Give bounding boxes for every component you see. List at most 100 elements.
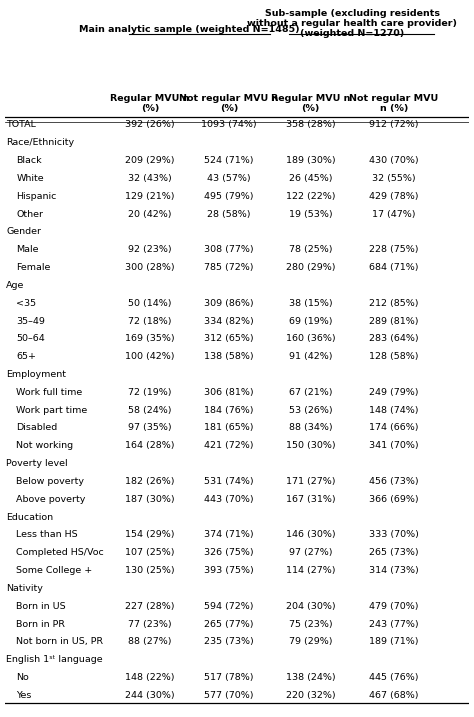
- Text: 300 (28%): 300 (28%): [125, 263, 175, 272]
- Text: 138 (58%): 138 (58%): [204, 352, 254, 361]
- Text: 150 (30%): 150 (30%): [285, 441, 335, 450]
- Text: 91 (42%): 91 (42%): [289, 352, 332, 361]
- Text: Completed HS/Voc: Completed HS/Voc: [16, 549, 104, 557]
- Text: 333 (70%): 333 (70%): [369, 531, 419, 539]
- Text: 171 (27%): 171 (27%): [286, 477, 335, 486]
- Text: 467 (68%): 467 (68%): [369, 690, 419, 700]
- Text: 75 (23%): 75 (23%): [289, 619, 332, 629]
- Text: 445 (76%): 445 (76%): [369, 673, 419, 682]
- Text: 306 (81%): 306 (81%): [204, 388, 254, 397]
- Text: 78 (25%): 78 (25%): [289, 245, 332, 255]
- Text: Black: Black: [16, 156, 42, 165]
- Text: 79 (29%): 79 (29%): [289, 637, 332, 646]
- Text: 50–64: 50–64: [16, 334, 45, 343]
- Text: Hispanic: Hispanic: [16, 191, 57, 201]
- Text: 17 (47%): 17 (47%): [372, 209, 416, 219]
- Text: 212 (85%): 212 (85%): [369, 299, 419, 308]
- Text: 524 (71%): 524 (71%): [204, 156, 254, 165]
- Text: Work full time: Work full time: [16, 388, 82, 397]
- Text: 265 (73%): 265 (73%): [369, 549, 419, 557]
- Text: 531 (74%): 531 (74%): [204, 477, 254, 486]
- Text: 430 (70%): 430 (70%): [369, 156, 419, 165]
- Text: 209 (29%): 209 (29%): [126, 156, 175, 165]
- Text: Disabled: Disabled: [16, 424, 58, 432]
- Text: 308 (77%): 308 (77%): [204, 245, 254, 255]
- Text: 358 (28%): 358 (28%): [285, 120, 335, 130]
- Text: 97 (27%): 97 (27%): [289, 549, 332, 557]
- Text: TOTAL: TOTAL: [6, 120, 36, 130]
- Text: Main analytic sample (weighted N=1485): Main analytic sample (weighted N=1485): [79, 24, 300, 34]
- Text: 128 (58%): 128 (58%): [369, 352, 419, 361]
- Text: 594 (72%): 594 (72%): [204, 602, 254, 611]
- Text: 26 (45%): 26 (45%): [289, 174, 332, 183]
- Text: 244 (30%): 244 (30%): [125, 690, 175, 700]
- Text: 32 (55%): 32 (55%): [372, 174, 416, 183]
- Text: Nativity: Nativity: [6, 584, 43, 593]
- Text: 38 (15%): 38 (15%): [289, 299, 332, 308]
- Text: 32 (43%): 32 (43%): [128, 174, 172, 183]
- Text: 88 (27%): 88 (27%): [128, 637, 172, 646]
- Text: 164 (28%): 164 (28%): [126, 441, 175, 450]
- Text: Education: Education: [6, 513, 53, 521]
- Text: 182 (26%): 182 (26%): [126, 477, 175, 486]
- Text: 235 (73%): 235 (73%): [204, 637, 254, 646]
- Text: Yes: Yes: [16, 690, 32, 700]
- Text: Not working: Not working: [16, 441, 73, 450]
- Text: 43 (57%): 43 (57%): [207, 174, 251, 183]
- Text: Gender: Gender: [6, 227, 41, 237]
- Text: 309 (86%): 309 (86%): [204, 299, 254, 308]
- Text: 289 (81%): 289 (81%): [369, 316, 419, 326]
- Text: 184 (76%): 184 (76%): [204, 406, 254, 414]
- Text: Some College +: Some College +: [16, 566, 92, 575]
- Text: <35: <35: [16, 299, 36, 308]
- Text: 443 (70%): 443 (70%): [204, 495, 254, 504]
- Text: 228 (75%): 228 (75%): [369, 245, 419, 255]
- Text: 312 (65%): 312 (65%): [204, 334, 254, 343]
- Text: Sub-sample (excluding residents
without a regular health care provider)
(weighte: Sub-sample (excluding residents without …: [247, 9, 457, 39]
- Text: 174 (66%): 174 (66%): [369, 424, 419, 432]
- Text: 28 (58%): 28 (58%): [207, 209, 251, 219]
- Text: 189 (30%): 189 (30%): [285, 156, 335, 165]
- Text: 429 (78%): 429 (78%): [369, 191, 419, 201]
- Text: Poverty level: Poverty level: [6, 459, 68, 468]
- Text: Female: Female: [16, 263, 51, 272]
- Text: 495 (79%): 495 (79%): [204, 191, 254, 201]
- Text: 97 (35%): 97 (35%): [128, 424, 172, 432]
- Text: 169 (35%): 169 (35%): [125, 334, 175, 343]
- Text: 67 (21%): 67 (21%): [289, 388, 332, 397]
- Text: 100 (42%): 100 (42%): [126, 352, 175, 361]
- Text: 50 (14%): 50 (14%): [128, 299, 172, 308]
- Text: 204 (30%): 204 (30%): [285, 602, 335, 611]
- Text: 92 (23%): 92 (23%): [128, 245, 172, 255]
- Text: 167 (31%): 167 (31%): [285, 495, 335, 504]
- Text: Employment: Employment: [6, 370, 66, 379]
- Text: 393 (75%): 393 (75%): [204, 566, 254, 575]
- Text: 65+: 65+: [16, 352, 36, 361]
- Text: 181 (65%): 181 (65%): [204, 424, 254, 432]
- Text: Born in PR: Born in PR: [16, 619, 65, 629]
- Text: 122 (22%): 122 (22%): [286, 191, 335, 201]
- Text: English 1ˢᵗ language: English 1ˢᵗ language: [6, 655, 103, 664]
- Text: Age: Age: [6, 281, 25, 290]
- Text: 326 (75%): 326 (75%): [204, 549, 254, 557]
- Text: White: White: [16, 174, 44, 183]
- Text: Work part time: Work part time: [16, 406, 88, 414]
- Text: 72 (19%): 72 (19%): [128, 388, 172, 397]
- Text: 366 (69%): 366 (69%): [369, 495, 419, 504]
- Text: Not born in US, PR: Not born in US, PR: [16, 637, 103, 646]
- Text: 20 (42%): 20 (42%): [128, 209, 172, 219]
- Text: 421 (72%): 421 (72%): [204, 441, 254, 450]
- Text: 58 (24%): 58 (24%): [128, 406, 172, 414]
- Text: 314 (73%): 314 (73%): [369, 566, 419, 575]
- Text: 1093 (74%): 1093 (74%): [201, 120, 257, 130]
- Text: 138 (24%): 138 (24%): [285, 673, 335, 682]
- Text: 148 (74%): 148 (74%): [369, 406, 419, 414]
- Text: 114 (27%): 114 (27%): [286, 566, 335, 575]
- Text: 684 (71%): 684 (71%): [369, 263, 419, 272]
- Text: 912 (72%): 912 (72%): [369, 120, 419, 130]
- Text: 249 (79%): 249 (79%): [369, 388, 419, 397]
- Text: 334 (82%): 334 (82%): [204, 316, 254, 326]
- Text: 220 (32%): 220 (32%): [285, 690, 335, 700]
- Text: 283 (64%): 283 (64%): [369, 334, 419, 343]
- Text: Born in US: Born in US: [16, 602, 66, 611]
